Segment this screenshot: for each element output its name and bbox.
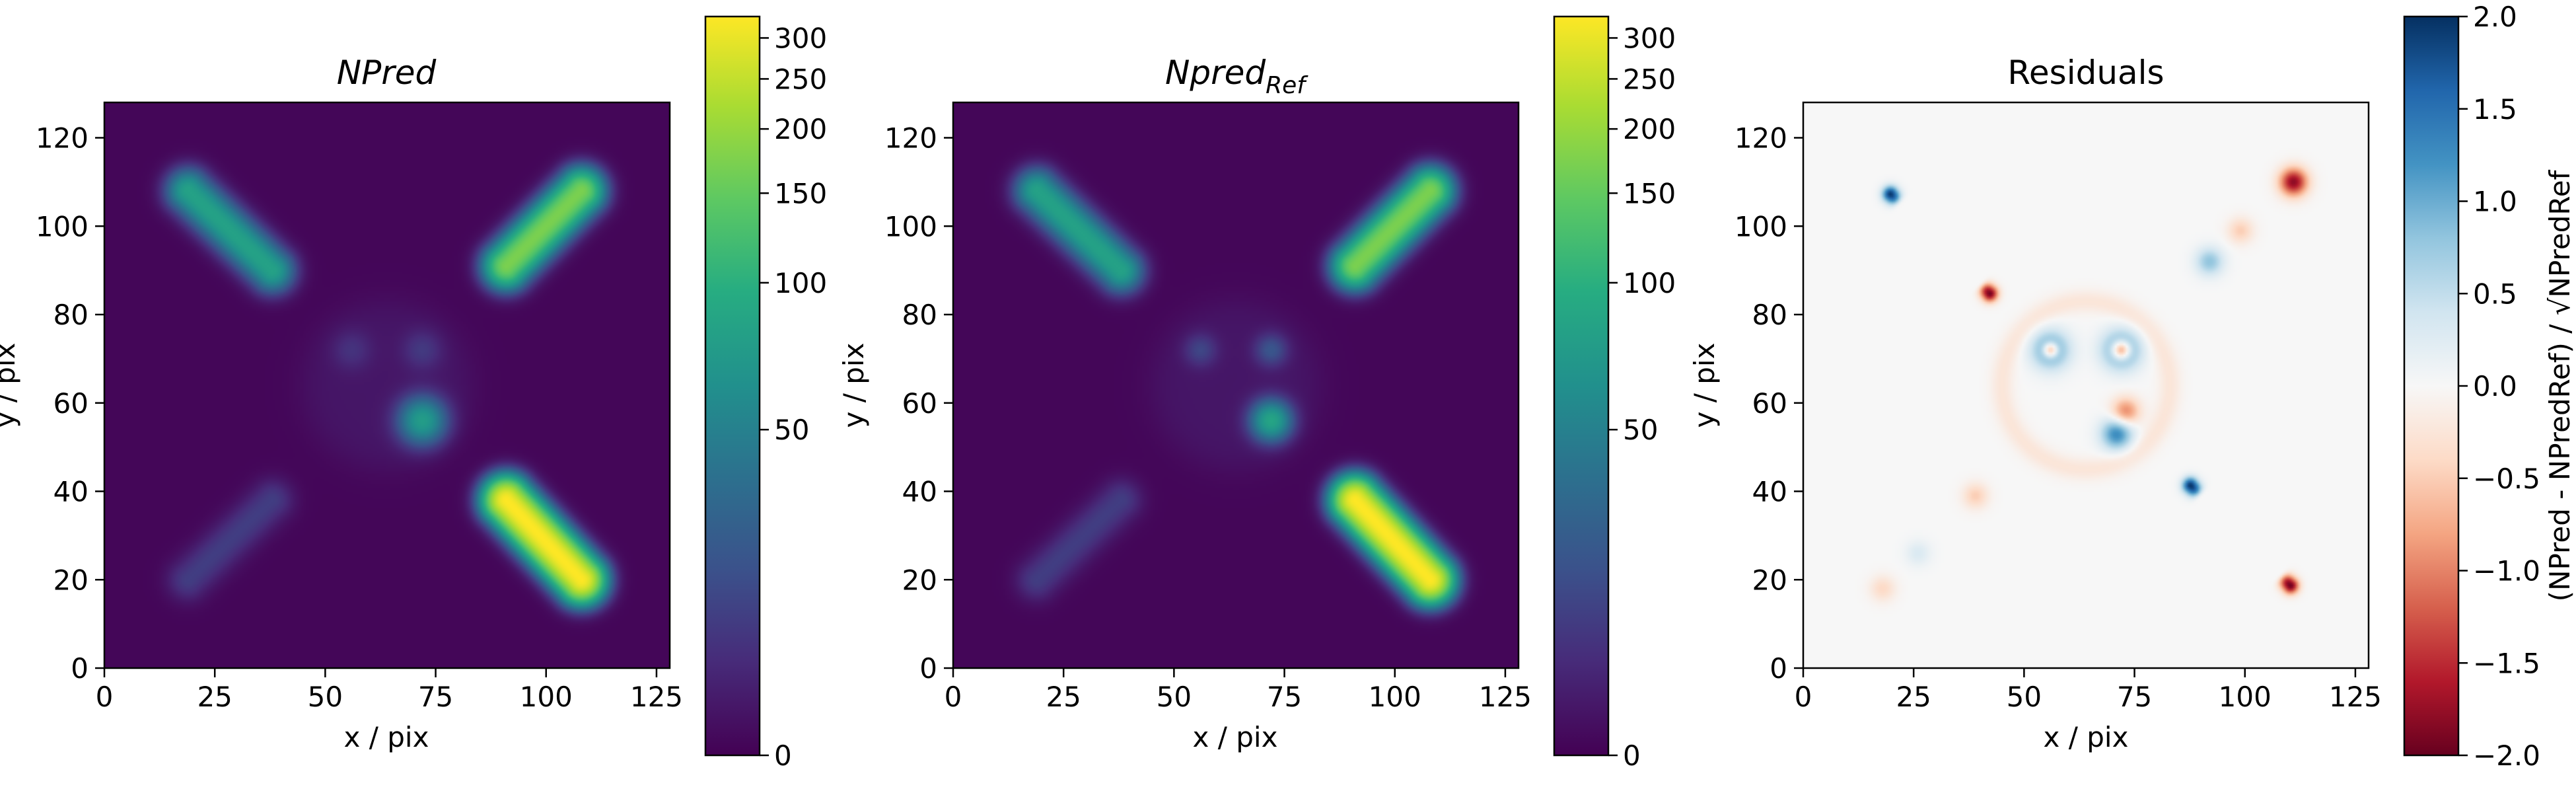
colorbar-tick-label: 100 xyxy=(774,267,827,299)
y-tick-label: 100 xyxy=(36,210,89,243)
colorbar-tick-label: 100 xyxy=(1623,267,1676,299)
y-tick-label: 20 xyxy=(1752,564,1787,596)
colorbar-tick-label: 0 xyxy=(774,739,792,772)
x-tick-label: 75 xyxy=(1267,681,1302,713)
colorbar-tick-label: −0.5 xyxy=(2473,463,2540,495)
colorbar-tick-label: 50 xyxy=(774,414,809,446)
y-tick-label: 120 xyxy=(884,122,937,155)
y-axis-label: y / pix xyxy=(0,343,21,428)
panel-title: Residuals xyxy=(2007,54,2164,92)
y-tick-label: 60 xyxy=(54,387,89,420)
colorbar-tick-label: 250 xyxy=(1623,63,1676,95)
x-tick-label: 125 xyxy=(630,681,683,713)
x-tick-label: 0 xyxy=(1795,681,1812,713)
y-tick-label: 40 xyxy=(54,476,89,508)
colorbar-tick-label: 1.0 xyxy=(2473,186,2517,218)
colorbar-tick-label: −1.0 xyxy=(2473,555,2540,587)
x-tick-label: 100 xyxy=(2219,681,2272,713)
axes-frame xyxy=(952,101,1520,669)
x-axis-label: x / pix xyxy=(2044,721,2129,753)
x-tick-label: 50 xyxy=(2007,681,2042,713)
x-tick-label: 50 xyxy=(1157,681,1192,713)
heatmap-canvas xyxy=(1803,102,2369,668)
x-axis-label: x / pix xyxy=(344,721,429,753)
colorbar-tick-label: 150 xyxy=(774,177,827,209)
colorbar-tick-label: 1.5 xyxy=(2473,93,2517,126)
x-ticks: 0 25 50 75 100 125 xyxy=(96,668,683,713)
colorbar-tick-label: 50 xyxy=(1623,414,1658,446)
x-axis-label: x / pix xyxy=(1193,721,1278,753)
colorbar-tick-label: 0 xyxy=(1623,739,1641,772)
x-tick-label: 75 xyxy=(2117,681,2152,713)
x-tick-label: 50 xyxy=(308,681,343,713)
x-tick-label: 100 xyxy=(1369,681,1421,713)
colorbar-tick-label: 200 xyxy=(1623,113,1676,145)
panel-npred-ref: NpredRef 0 25 50 75 100 125 0 20 40 60 80 100 120 x… xyxy=(838,15,1676,772)
colorbar-label: (NPred - NPredRef) / √NPredRef xyxy=(2544,169,2576,601)
y-tick-label: 100 xyxy=(1735,210,1787,243)
y-tick-label: 60 xyxy=(902,387,937,420)
x-tick-label: 125 xyxy=(1479,681,1532,713)
y-tick-label: 0 xyxy=(1770,652,1787,685)
colorbar xyxy=(2403,15,2460,757)
colorbar-tick-label: 300 xyxy=(1623,22,1676,54)
colorbar-tick-label: 0.5 xyxy=(2473,278,2517,310)
y-tick-label: 0 xyxy=(919,652,937,685)
y-ticks: 0 20 40 60 80 100 120 xyxy=(36,122,104,685)
colorbar-tick-label: 0.0 xyxy=(2473,370,2517,402)
panel-residuals: Residuals 0 25 50 75 100 125 020406080100120 … xyxy=(1688,1,2576,772)
x-tick-label: 0 xyxy=(945,681,962,713)
y-tick-label: 40 xyxy=(902,476,937,508)
panel-title: NPred xyxy=(337,54,437,92)
x-tick-label: 25 xyxy=(197,681,232,713)
heatmap-canvas xyxy=(953,102,1519,668)
panel-title: NpredRef xyxy=(1165,54,1308,99)
panel-npred: NPred 0 25 50 75 100 125 0 20 40 60 80 100 120 x / … xyxy=(0,15,827,772)
y-tick-label: 20 xyxy=(54,564,89,596)
y-tick-label: 80 xyxy=(1752,299,1787,331)
heatmap-holder xyxy=(953,102,1519,668)
axes-frame xyxy=(1802,101,2370,669)
colorbar xyxy=(704,15,761,757)
colorbar-ticks: 0 50 100 150 200 250 300 xyxy=(760,22,827,772)
colorbar-tick-label: 250 xyxy=(774,63,827,95)
heatmap-holder xyxy=(1803,102,2369,668)
x-tick-label: 75 xyxy=(418,681,453,713)
y-ticks: 0 20 40 60 80 100 120 xyxy=(884,122,953,685)
colorbar-ticks: −2.0 −1.5 −1.0 −0.5 0.0 0.5 1.0 1.5 2.0 xyxy=(2458,1,2540,772)
y-tick-label: 120 xyxy=(36,122,89,155)
y-tick-label: 80 xyxy=(54,299,89,331)
y-tick-label: 40 xyxy=(1752,476,1787,508)
colorbar-tick-label: −2.0 xyxy=(2473,739,2540,772)
heatmap-holder xyxy=(104,102,670,668)
x-tick-label: 125 xyxy=(2329,681,2382,713)
x-ticks: 0 25 50 75 100 125 xyxy=(1795,668,2382,713)
y-axis-label: y / pix xyxy=(838,343,870,428)
heatmap-canvas xyxy=(104,102,670,668)
x-tick-label: 25 xyxy=(1896,681,1931,713)
colorbar-tick-label: 300 xyxy=(774,22,827,54)
colorbar-tick-label: 150 xyxy=(1623,177,1676,209)
y-tick-label: 120 xyxy=(1735,122,1787,155)
x-ticks: 0 25 50 75 100 125 xyxy=(945,668,1532,713)
y-tick-label: 20 xyxy=(902,564,937,596)
title-main: Npred xyxy=(1165,54,1266,92)
colorbar-tick-label: 200 xyxy=(774,113,827,145)
colorbar-tick-label: 2.0 xyxy=(2473,1,2517,33)
y-tick-label: 80 xyxy=(902,299,937,331)
x-tick-label: 0 xyxy=(96,681,114,713)
y-axis-label: y / pix xyxy=(1688,343,1721,428)
title-subscript: Ref xyxy=(1266,72,1308,99)
y-ticks: 0 20 40 60 80 100 120 xyxy=(1735,122,1803,685)
colorbar-ticks: 0 50 100 150 200 250 300 xyxy=(1608,22,1676,772)
colorbar-tick-label: −1.5 xyxy=(2473,647,2540,679)
x-tick-label: 100 xyxy=(520,681,573,713)
y-tick-label: 100 xyxy=(884,210,937,243)
colorbar xyxy=(1553,15,1610,757)
axes-frame xyxy=(103,101,671,669)
y-tick-label: 0 xyxy=(71,652,89,685)
y-tick-label: 60 xyxy=(1752,387,1787,420)
x-tick-label: 25 xyxy=(1046,681,1081,713)
